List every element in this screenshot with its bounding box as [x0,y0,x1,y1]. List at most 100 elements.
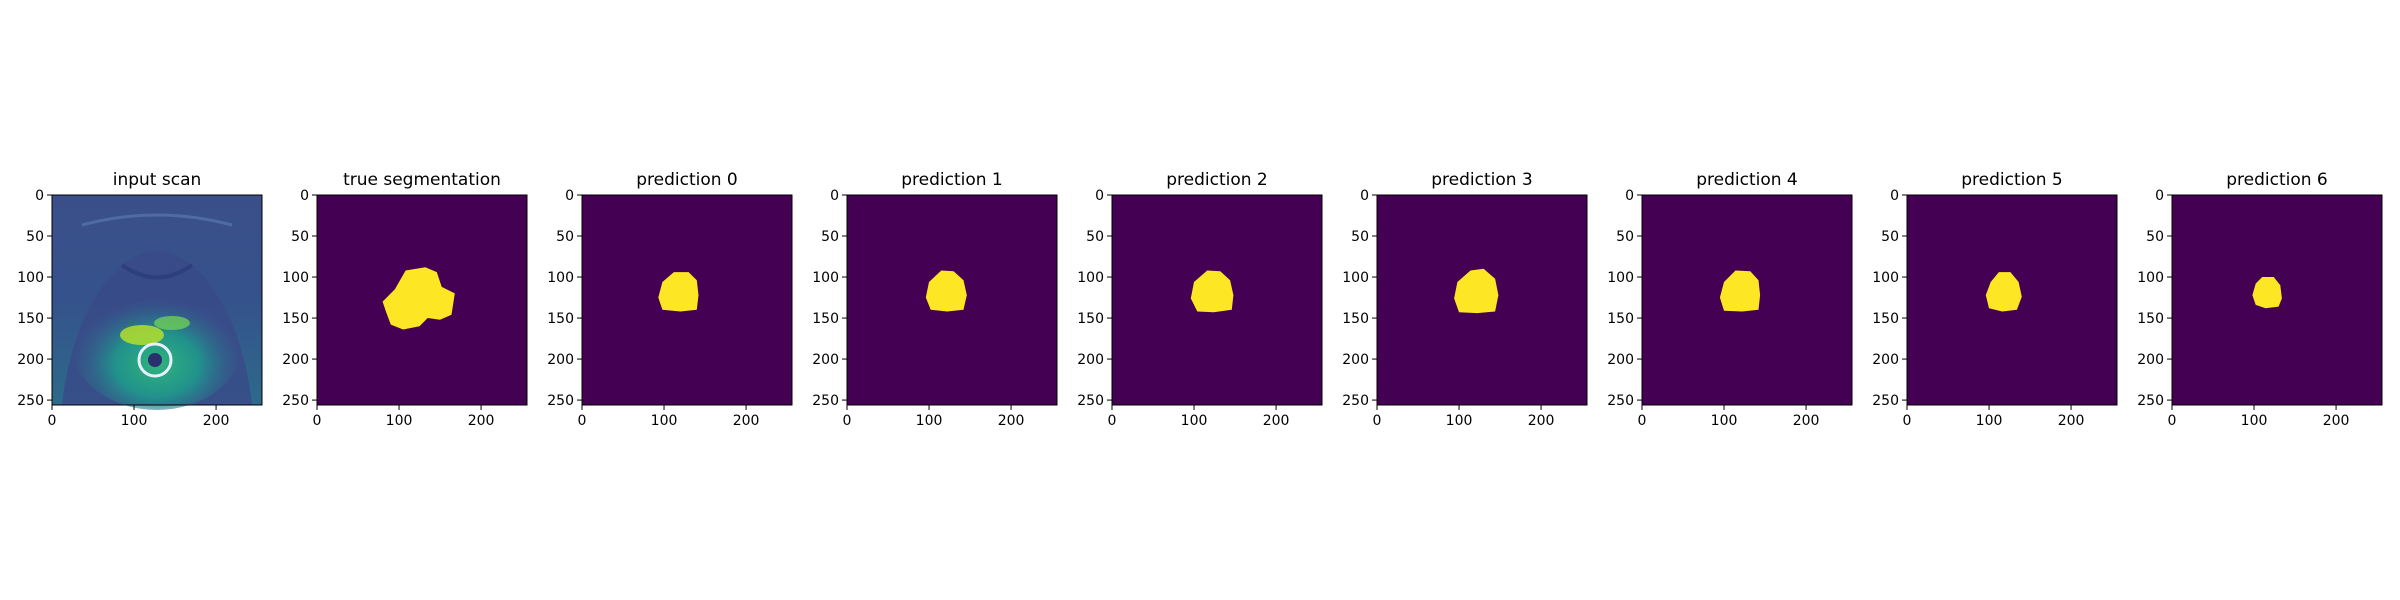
y-tick-label: 150 [1342,311,1369,327]
y-tick-label: 100 [812,270,839,286]
y-tick-label: 0 [2155,188,2164,204]
y-tick-label: 200 [1607,352,1634,368]
y-tick-label: 150 [812,311,839,327]
axes-frame [1906,194,2118,406]
segmentation-mask [382,267,455,330]
y-tick-label: 250 [282,393,309,409]
y-tick-label: 250 [17,393,44,409]
x-tick-label: 200 [998,413,1025,429]
segmentation-mask [1719,270,1761,312]
y-tick-label: 250 [812,393,839,409]
x-tick-label: 0 [1108,413,1117,429]
x-tick-label: 0 [313,413,322,429]
y-tick-label: 50 [1086,229,1104,245]
y-tick-label: 200 [1342,352,1369,368]
y-tick-label: 100 [547,270,574,286]
axes-frame [2171,194,2383,406]
x-tick-label: 100 [121,413,148,429]
x-tick-label: 100 [1181,413,1208,429]
x-tick-label: 200 [733,413,760,429]
segmentation-mask [658,272,699,312]
panel-6: prediction 4 0 100 200 0 50 100 150 200 250 [1607,170,1853,429]
panel-title: true segmentation [343,170,501,190]
y-tick-label: 250 [1872,393,1899,409]
mri-scan-image [52,195,262,410]
panel-title: prediction 5 [1961,170,2063,190]
y-tick-label: 0 [1095,188,1104,204]
panel-title: prediction 3 [1431,170,1533,190]
x-tick-label: 200 [1793,413,1820,429]
panel-7: prediction 5 0 100 200 0 50 100 150 200 250 [1872,170,2118,429]
x-tick-label: 200 [2323,413,2350,429]
x-tick-label: 100 [1976,413,2003,429]
x-tick-label: 0 [1373,413,1382,429]
x-tick-label: 0 [48,413,57,429]
axes-frame [581,194,793,406]
y-tick-label: 100 [1077,270,1104,286]
x-tick-label: 0 [578,413,587,429]
y-tick-label: 200 [1872,352,1899,368]
y-tick-label: 150 [2137,311,2164,327]
panel-0: input scan 0 100 200 0 50 100 150 200 250 [17,170,263,429]
panel-3: prediction 1 0 100 200 0 50 100 150 200 250 [812,170,1058,429]
panel-4: prediction 2 0 100 200 0 50 100 150 200 250 [1077,170,1323,429]
panel-1: true segmentation 0 100 200 0 50 100 150 200 250 [282,170,528,429]
y-tick-label: 100 [1342,270,1369,286]
y-tick-label: 150 [17,311,44,327]
y-tick-label: 0 [1625,188,1634,204]
axes-frame [316,194,528,406]
y-tick-label: 200 [282,352,309,368]
x-tick-label: 200 [468,413,495,429]
x-tick-label: 100 [651,413,678,429]
y-tick-label: 100 [2137,270,2164,286]
segmentation-mask [1454,268,1499,314]
axes-frame [1641,194,1853,406]
x-tick-label: 0 [2168,413,2177,429]
segmentation-mask [1190,270,1234,313]
x-tick-label: 200 [2058,413,2085,429]
panel-title: input scan [113,170,202,190]
x-tick-label: 200 [203,413,230,429]
y-tick-label: 250 [1607,393,1634,409]
panel-5: prediction 3 0 100 200 0 50 100 150 200 250 [1342,170,1588,429]
axes-frame [1376,194,1588,406]
y-tick-label: 0 [565,188,574,204]
x-tick-label: 0 [1638,413,1647,429]
y-tick-label: 250 [2137,393,2164,409]
axes-frame [51,194,263,406]
y-tick-label: 0 [35,188,44,204]
panel-8: prediction 6 0 100 200 0 50 100 150 200 250 [2137,170,2383,429]
segmentation-mask [1985,272,2022,312]
panel-2: prediction 0 0 100 200 0 50 100 150 200 250 [547,170,793,429]
segmentation-mask [2252,277,2282,309]
x-tick-label: 100 [2241,413,2268,429]
panel-title: prediction 0 [636,170,738,190]
y-tick-label: 0 [1890,188,1899,204]
axes-frame [1111,194,1323,406]
x-tick-label: 0 [843,413,852,429]
y-tick-label: 150 [1607,311,1634,327]
x-tick-label: 100 [1711,413,1738,429]
axes-frame [846,194,1058,406]
y-tick-label: 0 [1360,188,1369,204]
y-tick-label: 50 [1351,229,1369,245]
panel-title: prediction 4 [1696,170,1798,190]
y-tick-label: 250 [1077,393,1104,409]
y-tick-label: 50 [291,229,309,245]
y-tick-label: 150 [1077,311,1104,327]
x-tick-label: 0 [1903,413,1912,429]
y-tick-label: 50 [26,229,44,245]
y-tick-label: 150 [547,311,574,327]
y-tick-label: 100 [282,270,309,286]
y-tick-label: 200 [2137,352,2164,368]
y-tick-label: 100 [1872,270,1899,286]
y-tick-label: 50 [2146,229,2164,245]
y-tick-label: 100 [1607,270,1634,286]
y-tick-label: 200 [547,352,574,368]
x-tick-label: 100 [386,413,413,429]
y-tick-label: 150 [282,311,309,327]
panel-title: prediction 1 [901,170,1003,190]
panel-title: prediction 2 [1166,170,1268,190]
y-tick-label: 250 [1342,393,1369,409]
